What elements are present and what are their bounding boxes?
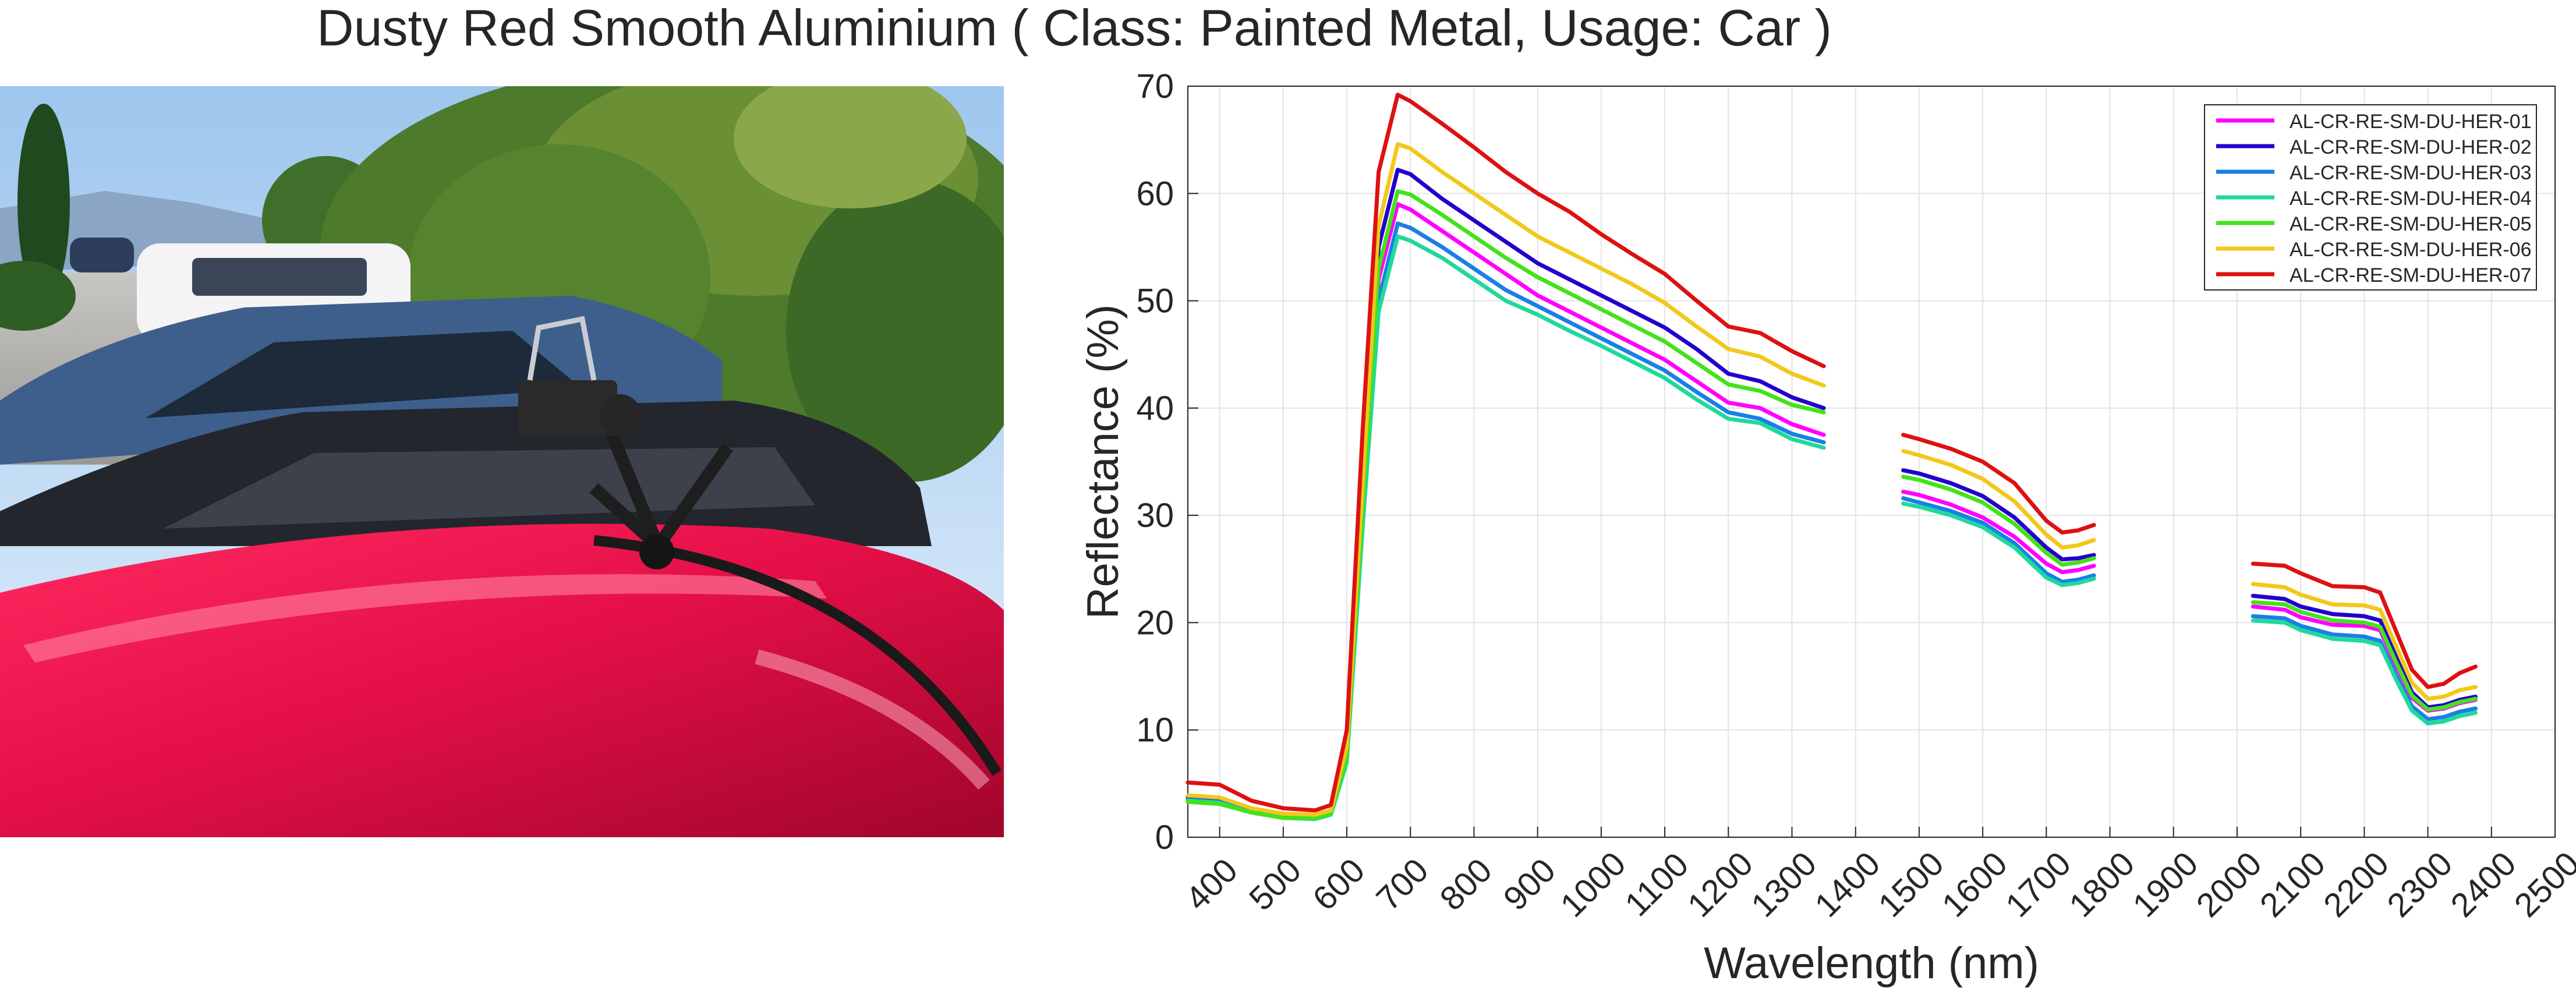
x-tick-label: 700 <box>1369 851 1435 918</box>
y-tick-label: 10 <box>1136 711 1174 749</box>
y-tick-label: 30 <box>1136 497 1174 534</box>
series-line-07 <box>1901 433 2096 535</box>
x-tick-label: 500 <box>1242 851 1308 918</box>
legend-label: AL-CR-RE-SM-DU-HER-02 <box>2290 136 2532 158</box>
x-tick-label: 2200 <box>2316 845 2396 925</box>
y-tick-label: 50 <box>1136 282 1174 320</box>
y-tick-label: 0 <box>1155 819 1174 856</box>
series-line-07 <box>2251 561 2478 689</box>
y-tick-label: 40 <box>1136 389 1174 427</box>
series-line-02 <box>1901 468 2096 562</box>
series-line-05 <box>1186 189 1826 820</box>
y-tick-labels: 0 10 20 30 40 50 60 70 <box>1136 68 1198 856</box>
series-line-02 <box>2251 593 2478 710</box>
series-line-03 <box>1901 496 2096 584</box>
x-tick-label: 1600 <box>1935 845 2015 925</box>
x-tick-label: 1100 <box>1618 845 1696 923</box>
page-title: Dusty Red Smooth Aluminium ( Class: Pain… <box>317 0 1832 56</box>
x-tick-label: 1800 <box>2062 845 2142 925</box>
legend-items: AL-CR-RE-SM-DU-HER-01 AL-CR-RE-SM-DU-HER-… <box>2216 111 2532 286</box>
legend: AL-CR-RE-SM-DU-HER-01 AL-CR-RE-SM-DU-HER-… <box>2204 104 2537 291</box>
y-tick-label: 70 <box>1136 68 1174 105</box>
legend-label: AL-CR-RE-SM-DU-HER-04 <box>2290 187 2532 210</box>
x-tick-label: 800 <box>1432 851 1499 918</box>
legend-label: AL-CR-RE-SM-DU-HER-07 <box>2290 264 2532 286</box>
legend-label: AL-CR-RE-SM-DU-HER-01 <box>2290 111 2532 133</box>
series-line-06 <box>1186 142 1826 817</box>
series-line-06 <box>2251 582 2478 701</box>
x-tick-label: 1300 <box>1744 845 1824 925</box>
x-tick-label: 1500 <box>1871 845 1951 925</box>
x-tick-label: 2100 <box>2253 845 2333 925</box>
series-line-04 <box>2251 618 2478 726</box>
series-lines <box>1186 93 2478 822</box>
x-tick-label: 2400 <box>2443 845 2523 925</box>
series-line-04 <box>1901 501 2096 587</box>
x-tick-label: 1700 <box>1998 845 2078 925</box>
x-tick-labels: 4005006007008009001000110012001300140015… <box>1179 827 2576 925</box>
x-tick-label: 400 <box>1179 851 1245 918</box>
legend-label: AL-CR-RE-SM-DU-HER-03 <box>2290 162 2532 184</box>
x-tick-label: 1000 <box>1553 845 1633 925</box>
series-line-05 <box>1901 475 2096 567</box>
x-tick-label: 2500 <box>2507 845 2576 925</box>
x-tick-label: 1900 <box>2125 845 2205 925</box>
series-line-01 <box>1901 490 2096 575</box>
legend-label: AL-CR-RE-SM-DU-HER-05 <box>2290 213 2532 235</box>
x-tick-label: 2000 <box>2189 845 2269 925</box>
series-line-06 <box>1901 449 2096 550</box>
plot-frame <box>1187 86 2556 838</box>
x-tick-label: 1400 <box>1807 845 1887 925</box>
x-axis-label: Wavelength (nm) <box>1704 939 2039 988</box>
car-roof-photo <box>0 86 1004 837</box>
series-line-05 <box>2251 600 2478 712</box>
x-tick-label: 900 <box>1496 851 1563 918</box>
y-tick-label: 20 <box>1136 604 1174 642</box>
x-tick-label: 600 <box>1305 851 1372 918</box>
x-tick-label: 2300 <box>2380 845 2460 925</box>
x-tick-label: 1200 <box>1680 845 1760 925</box>
y-tick-label: 60 <box>1136 175 1174 213</box>
y-axis-label: Reflectance (%) <box>1078 304 1128 619</box>
series-line-07 <box>1186 93 1826 813</box>
legend-label: AL-CR-RE-SM-DU-HER-06 <box>2290 239 2532 261</box>
